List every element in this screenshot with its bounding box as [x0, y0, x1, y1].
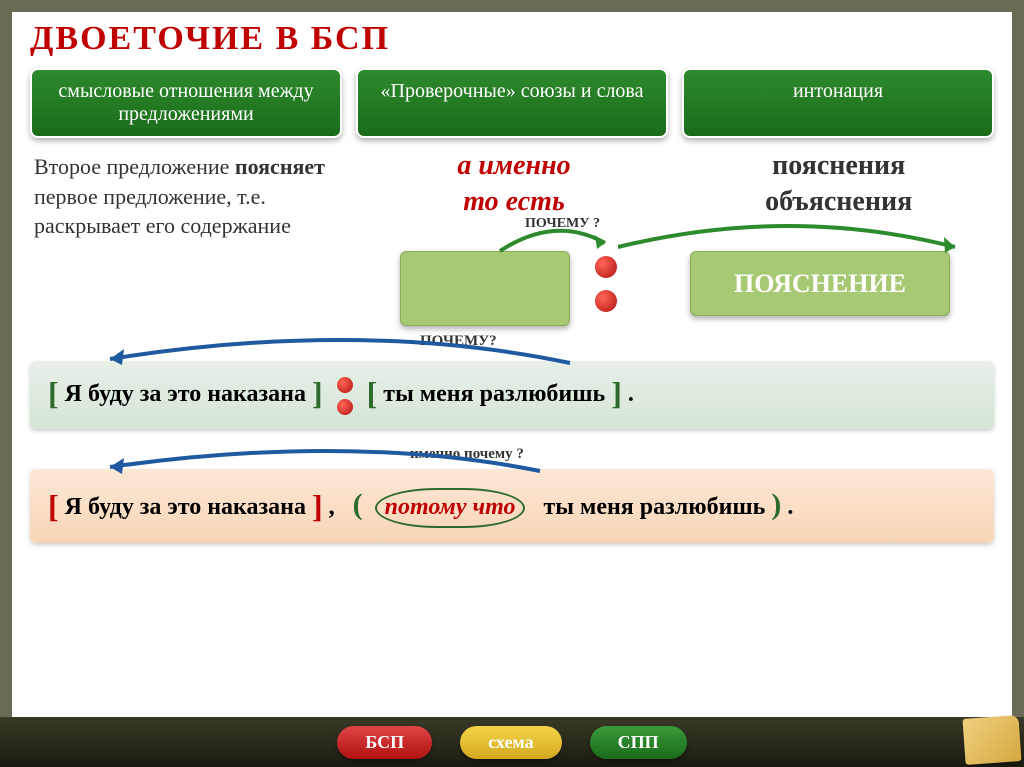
ex2-part1: Я буду за это наказана	[65, 494, 306, 520]
header-box-2: «Проверочные» союзы и слова	[356, 68, 668, 138]
nav-bsp[interactable]: БСП	[337, 726, 432, 759]
rule-part1: Второе предложение	[34, 154, 235, 179]
header-box-3: интонация	[682, 68, 994, 138]
colon-dots	[337, 377, 353, 415]
red-bracket-open: [	[48, 488, 59, 524]
diagram-box-right: ПОЯСНЕНИЕ	[690, 251, 950, 316]
ex1-dot: .	[628, 381, 634, 407]
arrow-arc-ex2	[80, 445, 640, 475]
rule-bold: поясняет	[235, 154, 325, 179]
dot-icon	[595, 256, 617, 278]
ex1-part1: Я буду за это наказана	[65, 381, 306, 407]
why-label-3: именно почему ?	[410, 444, 524, 466]
conj-1: а именно	[359, 148, 670, 184]
nav-schema[interactable]: схема	[460, 726, 561, 759]
bracket-close: ]	[312, 375, 323, 411]
bracket-close: ]	[611, 375, 622, 411]
red-bracket-close: ]	[312, 488, 323, 524]
dot-icon	[337, 399, 353, 415]
why-label-2: ПОЧЕМУ?	[420, 333, 497, 350]
paren-open: (	[353, 488, 363, 521]
center-conj: а именно то есть	[359, 148, 670, 221]
bracket-open: [	[367, 375, 378, 411]
header-box-1: смысловые отношения между предложениями	[30, 68, 342, 138]
bottom-nav: БСП схема СПП	[0, 717, 1024, 767]
inton-1: пояснения	[683, 148, 994, 184]
inton-2: объяснения	[683, 184, 994, 220]
ex1-part2: ты меня разлюбишь	[383, 381, 605, 407]
ex2-part2: ты меня разлюбишь	[543, 494, 765, 520]
diagram-colon	[595, 256, 617, 312]
example-2: именно почему ? [ Я буду за это наказана…	[30, 469, 994, 543]
dot-icon	[337, 377, 353, 393]
ex2-dot: .	[787, 494, 793, 520]
nav-spp[interactable]: СПП	[590, 726, 687, 759]
ex2-conj: потому что	[375, 488, 526, 529]
slide-stage: ДВОЕТОЧИЕ В БСП смысловые отношения межд…	[12, 12, 1012, 755]
book-icon	[962, 715, 1021, 765]
ex2-comma: ,	[329, 494, 335, 520]
diagram-row: ПОЧЕМУ ? ПОЯСНЕНИЕ	[30, 221, 994, 351]
slide-title: ДВОЕТОЧИЕ В БСП	[30, 20, 994, 58]
why-label-1: ПОЧЕМУ ?	[525, 216, 600, 232]
bracket-open: [	[48, 375, 59, 411]
header-row: смысловые отношения между предложениями …	[30, 68, 994, 138]
diagram-box-left	[400, 251, 570, 326]
conj-2: то есть	[359, 184, 670, 220]
paren-close: )	[771, 488, 781, 521]
example-1: ПОЧЕМУ? [ Я буду за это наказана ] [ ты …	[30, 361, 994, 428]
right-intonation: пояснения объяснения	[683, 148, 994, 221]
dot-icon	[595, 290, 617, 312]
